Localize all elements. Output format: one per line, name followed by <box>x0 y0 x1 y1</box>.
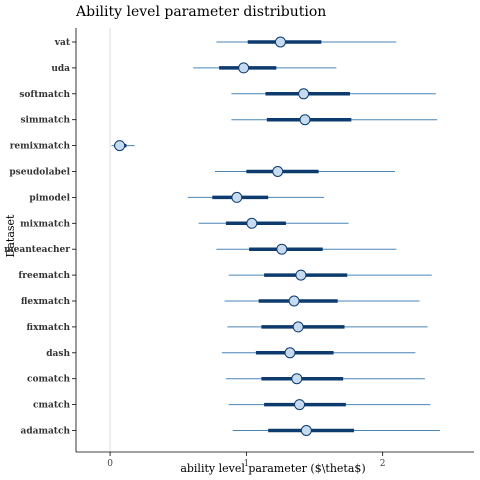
point-estimate <box>238 62 250 74</box>
point-estimate <box>299 114 311 126</box>
point-estimate <box>291 373 303 385</box>
y-tick-label: comatch <box>27 375 70 385</box>
point-estimate <box>276 243 288 255</box>
y-tick-label: vat <box>54 38 71 48</box>
point-estimate <box>274 36 286 48</box>
y-tick-label: mixmatch <box>20 219 70 229</box>
y-tick-label: freematch <box>18 271 70 281</box>
y-tick-label: adamatch <box>21 427 71 437</box>
y-axis-title: Dataset <box>4 214 17 258</box>
y-tick-label: remixmatch <box>10 142 71 152</box>
point-estimate <box>246 217 258 229</box>
x-axis-title: ability level parameter ($\theta$) <box>180 462 365 475</box>
x-tick-label: 1 <box>244 459 250 469</box>
point-estimate <box>284 347 296 359</box>
y-tick-label: pimodel <box>29 193 70 203</box>
point-estimate <box>231 191 243 203</box>
marks-layer <box>111 36 440 436</box>
x-tick-label: 2 <box>380 459 386 469</box>
chart-title: Ability level parameter distribution <box>75 4 326 20</box>
point-estimate <box>288 295 300 307</box>
y-tick-label: uda <box>51 64 70 74</box>
point-estimate <box>300 425 312 436</box>
y-tick-label: softmatch <box>19 90 70 100</box>
point-estimate <box>114 140 126 152</box>
x-tick-label: 0 <box>107 459 113 469</box>
y-tick-label: cmatch <box>33 401 70 411</box>
y-tick-layer: vat uda softmatch simmatch remixmatch pseudol… <box>4 38 76 437</box>
point-estimate <box>295 269 307 281</box>
y-tick-label: flexmatch <box>21 297 71 307</box>
y-tick-label: simmatch <box>20 116 70 126</box>
y-tick-label: pseudolabel <box>9 168 70 178</box>
x-tick-layer: 0 1 2 <box>107 452 386 469</box>
axes <box>75 28 474 453</box>
y-tick-label: fixmatch <box>27 323 71 333</box>
y-tick-label: meanteacher <box>4 245 70 255</box>
point-estimate <box>298 88 310 100</box>
point-estimate <box>294 399 306 411</box>
point-estimate <box>292 321 304 333</box>
point-estimate <box>272 166 284 177</box>
y-tick-label: dash <box>46 349 70 359</box>
